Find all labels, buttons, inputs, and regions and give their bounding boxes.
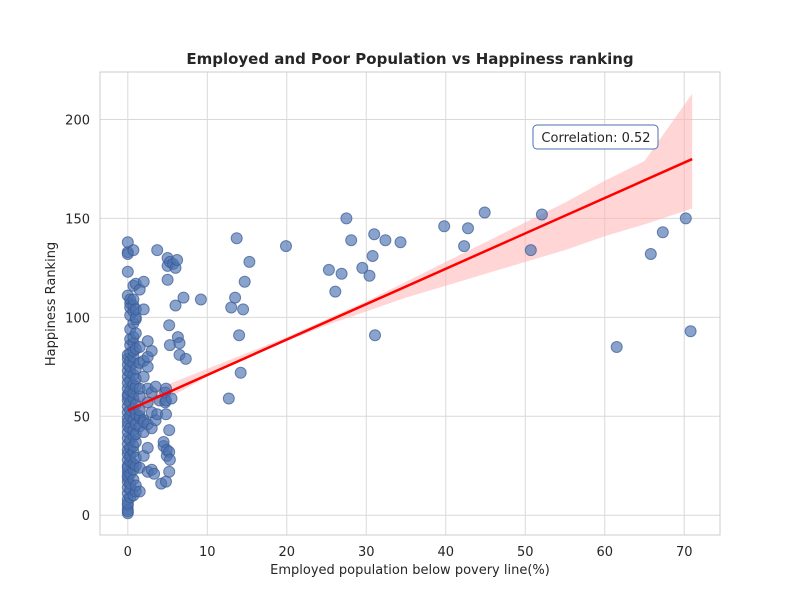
data-point: [127, 244, 140, 257]
data-point: [280, 240, 292, 253]
x-tick-label: 20: [279, 545, 296, 560]
data-point: [141, 335, 154, 348]
x-tick-label: 40: [437, 545, 454, 560]
data-point: [524, 244, 537, 257]
y-tick-label: 150: [65, 212, 90, 227]
correlation-annotation: Correlation: 0.52: [532, 124, 659, 150]
data-point: [363, 269, 376, 282]
data-point: [148, 467, 161, 480]
data-point: [237, 303, 250, 316]
data-point: [173, 337, 186, 350]
grid: [100, 72, 720, 535]
data-point: [141, 360, 154, 373]
data-point: [656, 226, 669, 239]
data-point: [230, 232, 243, 245]
data-point: [179, 352, 192, 365]
data-point: [163, 453, 176, 466]
x-tick-label: 10: [199, 545, 216, 560]
data-point: [225, 301, 238, 314]
data-point: [322, 263, 335, 276]
data-point: [679, 212, 692, 225]
data-point: [121, 265, 134, 278]
data-point: [379, 234, 392, 247]
data-point: [243, 255, 256, 268]
data-point: [137, 303, 150, 316]
x-axis-ticks: 0 10 20 30 40 50 60 70: [124, 545, 693, 560]
data-point: [222, 392, 235, 405]
x-axis-label: Employed population below povery line(%): [270, 563, 550, 578]
data-point: [171, 254, 184, 266]
regression-line-path: [127, 157, 693, 412]
data-point: [340, 212, 353, 225]
data-point: [127, 293, 140, 306]
data-point: [462, 222, 474, 235]
y-axis-label: Happiness Ranking: [44, 242, 59, 366]
y-tick-label: 0: [82, 509, 90, 524]
x-tick-label: 60: [596, 545, 613, 560]
axes-border: [99, 71, 721, 536]
data-point: [233, 329, 246, 342]
data-point: [160, 408, 172, 421]
plot-frame: [99, 71, 721, 536]
data-point: [151, 244, 164, 257]
data-point: [234, 366, 247, 379]
data-point: [644, 248, 657, 260]
x-tick-label: 0: [124, 545, 132, 560]
annotation-box: [532, 124, 659, 150]
data-point: [137, 370, 150, 383]
data-point: [133, 341, 146, 353]
data-point: [141, 441, 154, 454]
data-point: [238, 275, 251, 288]
data-point: [345, 234, 358, 247]
data-point: [458, 240, 471, 253]
x-tick-label: 30: [358, 545, 375, 560]
data-point: [133, 485, 146, 498]
data-point: [177, 291, 190, 304]
data-point: [369, 329, 381, 342]
y-tick-label: 50: [73, 410, 90, 425]
data-point: [129, 327, 142, 340]
x-tick-label: 70: [676, 545, 693, 560]
data-point: [356, 261, 369, 274]
x-tick-label: 50: [517, 545, 534, 560]
data-point: [149, 380, 162, 393]
data-point: [329, 285, 342, 298]
data-point: [610, 341, 623, 353]
data-points: [121, 206, 697, 520]
data-point: [438, 220, 451, 233]
data-point: [194, 293, 207, 306]
data-point: [163, 465, 176, 478]
data-point: [145, 345, 158, 357]
data-point: [163, 319, 176, 332]
data-point: [335, 267, 348, 280]
data-point: [165, 392, 178, 405]
y-tick-label: 100: [65, 311, 90, 326]
y-tick-label: 200: [65, 113, 90, 128]
chart-title: Employed and Poor Population vs Happines…: [186, 50, 633, 68]
data-point: [535, 208, 548, 221]
data-point: [366, 250, 379, 262]
data-point: [163, 424, 176, 437]
data-point: [229, 291, 242, 304]
regression-line: [127, 157, 693, 412]
data-point: [368, 228, 381, 241]
data-point: [160, 475, 172, 488]
data-point: [137, 275, 150, 288]
data-point: [684, 325, 697, 338]
data-point: [478, 206, 491, 219]
y-axis-ticks: 0 50 100 150 200: [65, 113, 90, 524]
correlation-text: Correlation: 0.52: [541, 131, 650, 146]
data-point: [394, 236, 407, 249]
data-point: [169, 299, 182, 312]
data-point: [161, 273, 174, 286]
